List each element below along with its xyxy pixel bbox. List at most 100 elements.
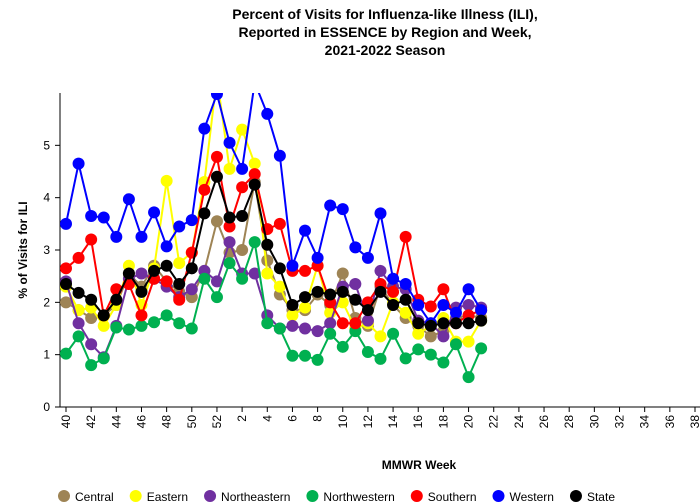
data-point <box>311 251 324 264</box>
y-tick-label: 5 <box>43 138 50 152</box>
legend-marker <box>129 490 142 502</box>
data-point <box>72 286 85 299</box>
x-tick-label: 6 <box>285 415 299 422</box>
data-point <box>248 267 261 280</box>
legend-label: Northeastern <box>221 490 290 503</box>
data-point <box>387 285 400 298</box>
data-point <box>336 267 349 280</box>
data-point <box>60 296 72 309</box>
data-point <box>198 122 211 135</box>
series-line <box>65 93 482 343</box>
data-point <box>361 304 374 317</box>
data-point <box>286 298 299 311</box>
data-point <box>210 150 223 163</box>
data-point <box>273 149 286 162</box>
data-point <box>349 241 362 254</box>
series-line <box>65 173 482 327</box>
x-tick-label: 40 <box>59 415 73 429</box>
data-point <box>273 217 286 230</box>
data-point <box>223 236 236 249</box>
data-point <box>210 291 223 304</box>
data-point <box>336 203 349 216</box>
data-point <box>85 209 98 222</box>
data-point <box>324 288 337 301</box>
legend-marker <box>410 490 423 502</box>
y-tick-label: 0 <box>43 400 50 414</box>
data-point <box>249 77 261 89</box>
data-point <box>110 230 123 243</box>
data-point <box>148 316 161 329</box>
x-tick-label: 4 <box>260 415 274 422</box>
data-point <box>336 340 349 353</box>
data-point <box>324 327 337 340</box>
data-point <box>248 178 261 191</box>
data-point <box>236 209 249 222</box>
data-point <box>437 317 450 330</box>
data-point <box>60 217 72 230</box>
data-point <box>311 353 324 366</box>
data-point <box>173 278 186 291</box>
data-point <box>198 183 211 196</box>
legend-label: Northwestern <box>323 490 394 503</box>
data-point <box>424 300 437 313</box>
legend-label: Central <box>75 490 114 503</box>
data-point <box>361 314 374 327</box>
legend-label: Eastern <box>147 490 188 503</box>
data-point <box>412 327 425 340</box>
data-point <box>60 347 72 360</box>
data-point <box>198 207 211 220</box>
data-point <box>85 233 98 246</box>
data-point <box>236 272 249 285</box>
x-tick-label: 2 <box>235 415 249 422</box>
series-line <box>65 241 483 380</box>
x-tick-label: 28 <box>562 415 576 429</box>
data-point <box>399 230 412 243</box>
data-point <box>85 312 98 325</box>
data-point <box>173 293 186 306</box>
data-point <box>299 291 312 304</box>
data-point <box>299 301 312 314</box>
data-point <box>210 275 223 288</box>
data-point <box>462 371 475 384</box>
data-point <box>412 317 425 330</box>
x-tick-label: 12 <box>361 415 375 429</box>
data-point <box>223 162 236 175</box>
data-point <box>236 244 249 256</box>
data-point <box>110 321 123 334</box>
x-tick-label: 38 <box>688 415 700 429</box>
data-point <box>261 107 274 120</box>
data-point <box>387 298 400 311</box>
data-point <box>449 306 462 319</box>
data-point <box>223 211 236 224</box>
x-tick-label: 20 <box>462 415 476 429</box>
data-point <box>85 293 98 306</box>
data-point <box>336 296 349 309</box>
data-point <box>273 262 286 275</box>
data-point <box>122 323 135 336</box>
x-axis-label: MMWR Week <box>382 458 457 472</box>
data-point <box>148 264 161 277</box>
data-point <box>236 123 249 136</box>
data-point <box>273 280 286 293</box>
legend-marker <box>306 490 319 502</box>
data-point <box>336 317 349 330</box>
data-point <box>211 71 223 83</box>
y-tick-label: 2 <box>43 295 50 309</box>
data-point <box>185 322 198 335</box>
data-point <box>299 322 312 335</box>
x-tick-label: 18 <box>436 415 450 429</box>
data-point <box>299 349 312 362</box>
data-point <box>210 215 223 228</box>
data-point <box>85 338 98 351</box>
data-point <box>110 293 123 306</box>
data-point <box>286 259 299 272</box>
y-tick-label: 1 <box>43 348 50 362</box>
data-point <box>286 319 299 332</box>
data-point <box>60 278 72 291</box>
data-point <box>135 230 148 243</box>
y-axis-label: % of Visits for ILI <box>16 201 30 298</box>
data-point <box>475 314 488 327</box>
data-point <box>261 317 274 330</box>
data-point <box>286 349 299 362</box>
chart-title: Percent of Visits for Influenza-like Ill… <box>232 6 537 22</box>
